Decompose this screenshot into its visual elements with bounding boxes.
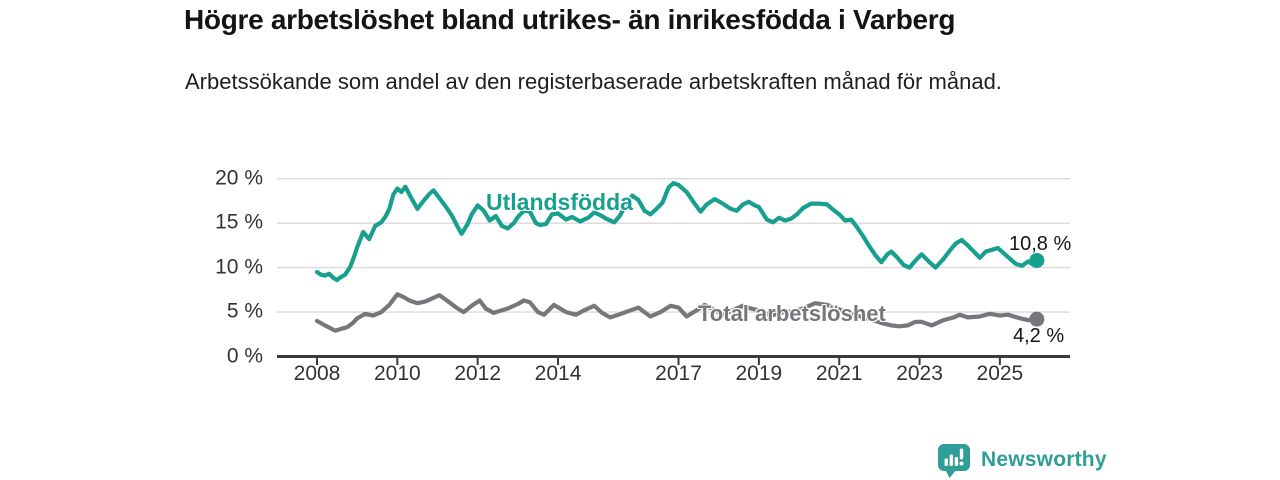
x-tick-label: 2017 <box>655 362 702 385</box>
x-tick-label: 2012 <box>454 362 502 385</box>
x-tick-label: 2021 <box>815 362 863 385</box>
x-tick-label: 2025 <box>976 362 1024 385</box>
series-label-total-arbetsloshet: Total arbetslöshet <box>698 301 886 326</box>
y-tick-label: 0 % <box>226 344 263 368</box>
y-tick-label: 5 % <box>226 299 263 323</box>
y-tick-label: 15 % <box>215 210 263 234</box>
x-tick-label: 2023 <box>896 362 943 385</box>
end-value-label-utlandsfodda: 10,8 % <box>1009 233 1072 255</box>
series-line-0 <box>314 181 1039 283</box>
series-label-utlandsfodda: Utlandsfödda <box>486 189 633 215</box>
series-end-dot-1 <box>1029 311 1045 327</box>
series-end-dot-0 <box>1029 252 1045 268</box>
x-tick-label: 2010 <box>373 362 421 385</box>
x-tick-label: 2019 <box>735 362 783 385</box>
chart-subtitle: Arbetssökande som andel av den registerb… <box>185 69 1002 94</box>
page-title: Högre arbetslöshet bland utrikes- än inr… <box>184 4 956 35</box>
series-line-1 <box>314 292 1039 333</box>
end-value-label-total: 4,2 % <box>1013 325 1065 347</box>
x-tick-label: 2008 <box>293 362 341 385</box>
newsworthy-brand[interactable]: Newsworthy <box>936 442 1107 478</box>
y-tick-label: 20 % <box>215 166 263 190</box>
newsworthy-brand-name: Newsworthy <box>981 448 1107 471</box>
newsworthy-logo-icon <box>936 442 972 478</box>
y-tick-label: 10 % <box>215 255 263 279</box>
x-tick-label: 2014 <box>534 362 582 385</box>
